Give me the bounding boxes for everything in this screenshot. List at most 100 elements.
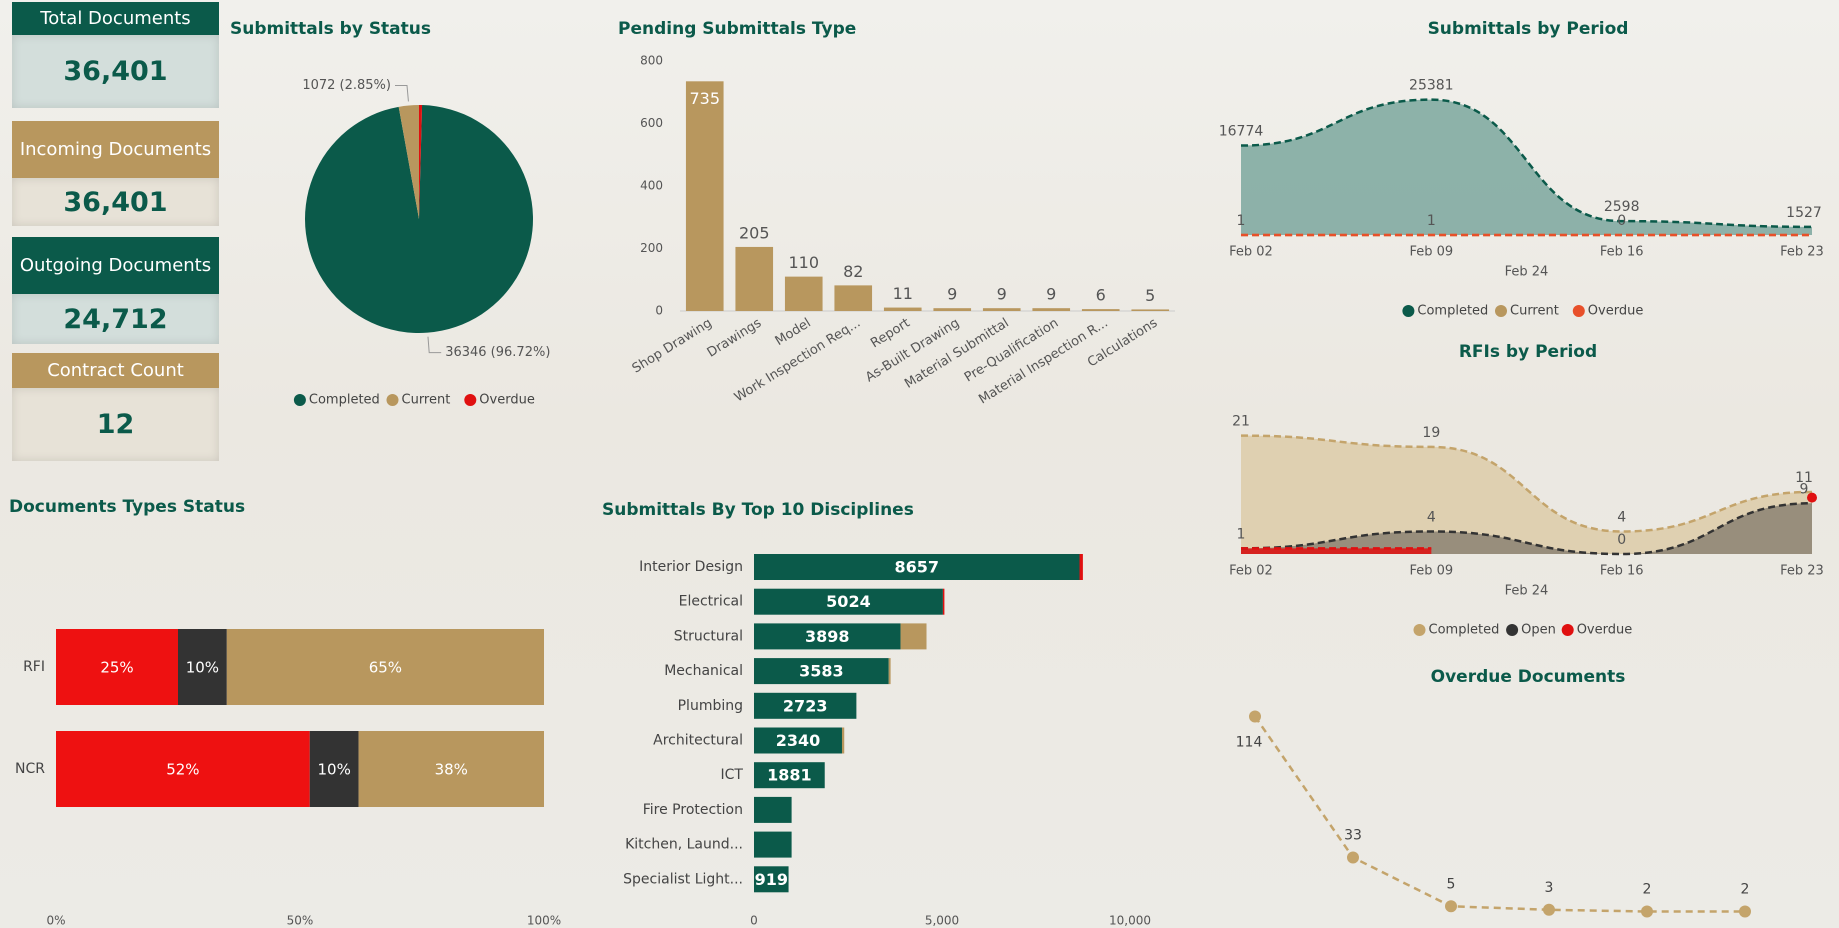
- area-fill: [1241, 548, 1432, 554]
- data-label: 9: [1800, 481, 1809, 497]
- pie-slice: [419, 105, 423, 219]
- data-label: 2340: [776, 731, 821, 750]
- data-label: 2598: [1604, 199, 1640, 215]
- y-tick-label: 0: [655, 304, 663, 318]
- bar: [685, 81, 724, 311]
- bar-segment: [754, 796, 792, 823]
- point: [1739, 905, 1751, 918]
- data-label: 205: [739, 223, 770, 242]
- kpi-label: Contract Count: [12, 353, 219, 388]
- leader-line: [395, 85, 409, 102]
- x-axis-label: Feb 24: [1505, 265, 1549, 280]
- data-label: 33: [1344, 828, 1362, 844]
- kpi-label: Total Documents: [12, 2, 219, 35]
- leader-line: [427, 336, 442, 354]
- x-tick-label: Model: [773, 316, 814, 349]
- category-label: Plumbing: [678, 698, 743, 714]
- x-tick-label: Feb 16: [1600, 564, 1644, 579]
- kpi-value: 12: [12, 388, 219, 461]
- x-tick-label: 0%: [46, 914, 65, 928]
- x-axis-label: Feb 24: [1505, 584, 1549, 599]
- bar-segment: [56, 629, 178, 705]
- x-tick-label: Feb 02: [1229, 564, 1273, 579]
- legend-marker: [1561, 624, 1574, 636]
- point: [1347, 851, 1359, 864]
- data-label: 4: [1427, 509, 1436, 525]
- x-tick-label: Feb 09: [1409, 564, 1453, 579]
- x-tick-label: 10,000: [1109, 914, 1151, 928]
- chart-title: RFIs by Period: [1459, 342, 1597, 362]
- legend-label: Completed: [1429, 623, 1500, 638]
- category-label: Specialist Light...: [623, 871, 743, 887]
- x-tick-label: Feb 23: [1780, 245, 1824, 260]
- category-label: Fire Protection: [643, 802, 743, 818]
- category-label: Mechanical: [664, 663, 743, 679]
- category-label: Architectural: [653, 733, 743, 749]
- legend-marker: [1572, 305, 1585, 317]
- x-tick-label: 100%: [527, 914, 561, 928]
- data-label: 919: [755, 870, 788, 889]
- data-label: 3: [1545, 880, 1554, 896]
- y-tick-label: 200: [640, 241, 663, 255]
- x-tick-label: 50%: [287, 914, 314, 928]
- data-label: 1881: [767, 766, 812, 785]
- chart-title: Submittals by Status: [230, 19, 431, 39]
- x-tick-label: 0: [750, 914, 758, 928]
- chart-title: Overdue Documents: [1431, 667, 1626, 687]
- bar-segment: [358, 731, 544, 807]
- data-label: 3898: [805, 627, 850, 646]
- y-tick-label: 800: [640, 54, 663, 68]
- legend-marker: [386, 394, 399, 406]
- data-label: 10%: [186, 659, 219, 677]
- legend-label: Current: [402, 393, 451, 408]
- data-label: 9: [1046, 285, 1056, 304]
- data-label: 3583: [799, 662, 844, 681]
- legend-label: Completed: [1417, 304, 1488, 319]
- data-label: 1527: [1786, 205, 1822, 221]
- point: [1641, 905, 1653, 918]
- kpi-label: Outgoing Documents: [12, 237, 219, 294]
- bar-segment: [754, 866, 789, 893]
- area-fill: [1241, 99, 1812, 235]
- category-label: Interior Design: [639, 559, 743, 575]
- bar-segment: [888, 658, 891, 685]
- point: [1445, 900, 1457, 913]
- bar: [1081, 309, 1120, 311]
- legend-label: Overdue: [1588, 304, 1644, 319]
- category-label: ICT: [721, 767, 744, 783]
- data-label: 6: [1096, 286, 1106, 305]
- chart-title: Submittals by Period: [1428, 19, 1629, 39]
- x-tick-label: Feb 16: [1600, 245, 1644, 260]
- data-label: 65%: [369, 659, 402, 677]
- bar: [1131, 309, 1170, 311]
- data-label: 21: [1232, 414, 1250, 430]
- x-tick-label: Feb 23: [1780, 564, 1824, 579]
- bar: [735, 246, 774, 311]
- kpi-value: 36,401: [12, 178, 219, 226]
- bar-segment: [754, 762, 825, 789]
- data-label: 1: [1427, 213, 1436, 229]
- pie-slice: [398, 105, 419, 219]
- point: [1249, 710, 1261, 723]
- data-label: 1072 (2.85%): [302, 78, 391, 93]
- data-label: 5: [1145, 286, 1155, 305]
- x-tick-label: Feb 09: [1409, 245, 1453, 260]
- bar-segment: [309, 731, 359, 807]
- category-label: NCR: [15, 761, 45, 777]
- data-label: 735: [689, 89, 720, 108]
- data-label: 82: [843, 262, 863, 281]
- category-label: Kitchen, Laund...: [625, 837, 743, 853]
- data-label: 2723: [783, 696, 828, 715]
- data-label: 25381: [1409, 78, 1454, 94]
- chart-title: Documents Types Status: [9, 497, 245, 517]
- data-label: 11: [1795, 470, 1813, 486]
- y-tick-label: 400: [640, 179, 663, 193]
- y-tick-label: 600: [640, 116, 663, 130]
- category-label: Electrical: [679, 594, 743, 610]
- bar-segment: [754, 554, 1080, 580]
- data-label: 1: [1237, 213, 1246, 229]
- data-label: 1: [1237, 526, 1246, 542]
- bar-segment: [942, 588, 945, 615]
